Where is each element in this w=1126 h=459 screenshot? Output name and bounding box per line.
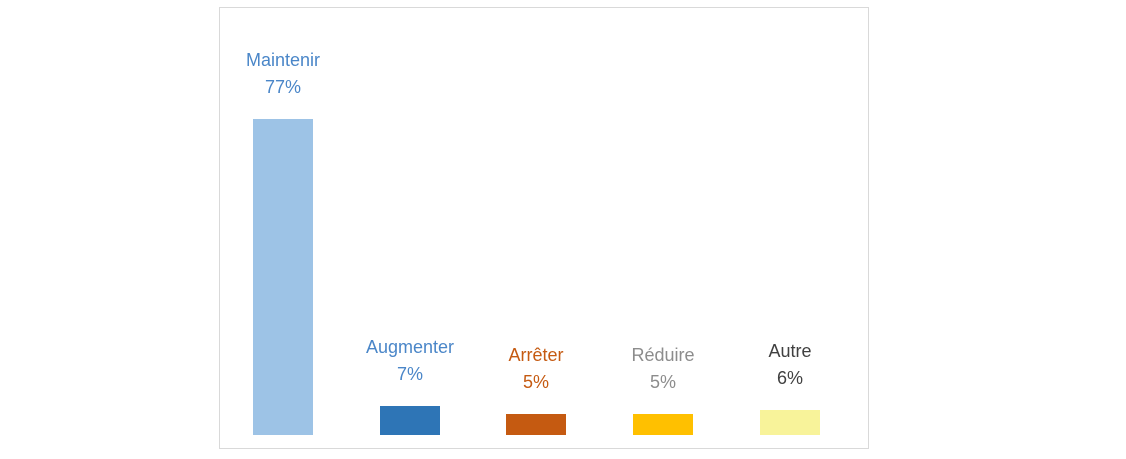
data-label: Arrêter 5%: [466, 342, 606, 396]
value-label: 6%: [776, 368, 803, 389]
category-label: Autre: [768, 341, 812, 362]
value-label: 77%: [264, 77, 302, 97]
chart-area: Maintenir 77% Augmenter 7% Arrêter 5% Réduire 5…: [219, 7, 869, 449]
value-label: 5%: [649, 372, 676, 393]
category-label: Maintenir: [245, 50, 321, 70]
bar-augmenter: [380, 406, 440, 435]
data-label: Augmenter 7%: [340, 334, 480, 388]
data-label: Autre 6%: [720, 338, 860, 392]
category-label: Augmenter: [365, 337, 455, 358]
data-label: Maintenir 77%: [213, 47, 353, 101]
value-label: 5%: [522, 372, 549, 393]
bar-réduire: [633, 414, 693, 435]
category-label: Réduire: [631, 345, 695, 366]
bar-maintenir: [253, 119, 313, 435]
value-label: 7%: [396, 364, 423, 385]
data-label: Réduire 5%: [593, 342, 733, 396]
bar-autre: [760, 410, 820, 435]
bar-arrêter: [506, 414, 566, 435]
category-label: Arrêter: [508, 345, 564, 366]
